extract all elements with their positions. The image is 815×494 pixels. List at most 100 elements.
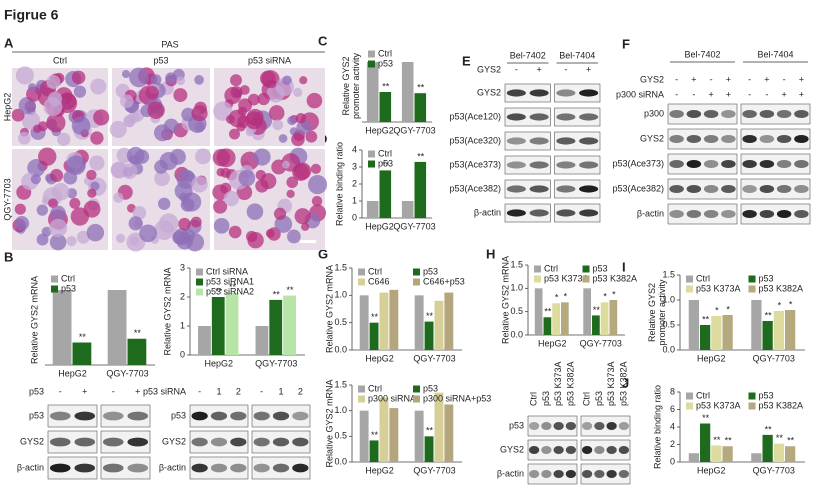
y-axis-label: Relative binding ratio xyxy=(652,385,662,469)
y-tick-label: 2 xyxy=(180,291,185,301)
blot-row-label: p53(Ace373) xyxy=(612,158,664,168)
legend-label: p53 xyxy=(423,383,438,393)
condition-mark: + xyxy=(135,386,140,396)
cell xyxy=(43,97,63,117)
cell xyxy=(230,86,243,99)
cell xyxy=(253,148,271,166)
condition-mark: + xyxy=(691,74,696,84)
blot-band xyxy=(703,185,719,193)
bar xyxy=(366,62,379,122)
bar xyxy=(369,322,379,350)
cell xyxy=(178,217,191,231)
cell xyxy=(132,206,147,220)
significance: ** xyxy=(765,310,773,320)
blot-band xyxy=(127,463,149,473)
bar xyxy=(434,300,444,350)
blot-frame xyxy=(100,404,151,428)
legend-label: p53 xyxy=(759,273,774,283)
blot-band xyxy=(669,135,684,143)
cell xyxy=(286,176,299,189)
blot-band xyxy=(606,470,617,478)
significance: * xyxy=(603,292,607,302)
y-tick-label: 3 xyxy=(180,262,185,272)
blot-band xyxy=(191,463,208,473)
cell xyxy=(38,147,57,166)
lane-label: Ctrl xyxy=(582,392,592,406)
cell xyxy=(286,189,295,198)
legend-swatch xyxy=(534,265,541,273)
blot-band xyxy=(579,137,599,145)
blot-band xyxy=(528,446,540,454)
x-tick-label: QGY-7703 xyxy=(393,221,435,231)
bar xyxy=(414,410,424,462)
bar xyxy=(534,288,543,335)
cell xyxy=(286,229,301,244)
cell xyxy=(246,108,264,126)
panel-letter: J xyxy=(622,375,629,390)
bar xyxy=(414,93,427,122)
cell xyxy=(294,208,311,225)
legend-label: Ctrl xyxy=(544,263,558,273)
blot-frame xyxy=(554,179,601,199)
bar xyxy=(379,92,392,122)
blot-band xyxy=(272,437,290,447)
cell xyxy=(50,205,66,222)
condition-mark: - xyxy=(692,89,695,99)
blot-frame xyxy=(580,439,631,461)
legend-swatch xyxy=(413,268,420,276)
blot-band xyxy=(669,160,684,168)
cell xyxy=(293,87,303,97)
bar xyxy=(785,310,796,350)
bar xyxy=(424,436,434,462)
blot-frame xyxy=(504,155,551,175)
lane-label: p53 K373A xyxy=(553,361,563,406)
blot-frame xyxy=(554,131,601,151)
blot-band xyxy=(272,411,290,421)
blot-frame xyxy=(580,415,631,437)
condition-mark: + xyxy=(726,89,731,99)
cell xyxy=(69,197,81,209)
blot-frame xyxy=(47,430,98,454)
cell xyxy=(273,207,287,220)
cell xyxy=(150,74,162,86)
cell xyxy=(83,200,101,218)
blot-band xyxy=(703,160,719,168)
blot-band xyxy=(253,411,270,421)
cell xyxy=(41,196,50,205)
bar xyxy=(711,316,722,350)
blot-band xyxy=(579,89,599,97)
lane-label: p53 K382A xyxy=(565,361,575,406)
bar xyxy=(401,201,414,218)
blot-frame xyxy=(740,128,811,150)
cell xyxy=(311,195,323,207)
cell xyxy=(134,149,150,164)
legend-label: p53 K382A xyxy=(593,273,638,283)
blot-row-label: β-actin xyxy=(17,462,44,472)
cell xyxy=(158,213,179,234)
cell xyxy=(66,155,86,176)
blot-band xyxy=(594,422,605,430)
cell xyxy=(48,198,58,209)
blot-band xyxy=(565,446,577,454)
cell xyxy=(220,167,231,178)
blot-band xyxy=(594,470,605,478)
blot-band xyxy=(686,110,702,118)
cell xyxy=(310,163,322,175)
condition-mark: + xyxy=(586,64,591,74)
x-tick-label: QGY-7703 xyxy=(393,125,435,135)
blot-frame xyxy=(740,103,811,125)
bar xyxy=(369,440,379,462)
cell xyxy=(247,93,260,106)
y-tick-label: 0.0 xyxy=(334,344,347,354)
y-tick-label: 1 xyxy=(352,195,357,205)
blot-row-label: p53(Ace120) xyxy=(449,111,501,121)
blot-band xyxy=(759,110,775,118)
cell xyxy=(295,112,307,124)
condition-mark: - xyxy=(765,89,768,99)
legend-swatch xyxy=(196,278,203,286)
row-label: QGY-7703 xyxy=(2,178,12,220)
cell xyxy=(300,222,310,231)
cell xyxy=(11,108,25,122)
y-tick-label: 0.0 xyxy=(334,456,347,466)
